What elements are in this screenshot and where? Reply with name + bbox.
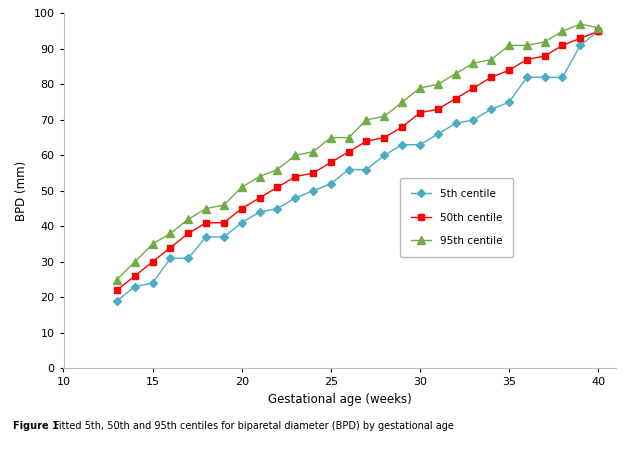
50th centile — [559, 43, 566, 48]
95th centile — [594, 25, 602, 31]
95th centile — [149, 242, 156, 247]
Legend: 5th centile, 50th centile, 95th centile: 5th centile, 50th centile, 95th centile — [400, 178, 512, 257]
95th centile — [559, 29, 566, 34]
95th centile — [488, 57, 495, 62]
5th centile — [398, 142, 406, 147]
95th centile — [398, 100, 406, 105]
50th centile — [256, 195, 264, 201]
95th centile — [345, 135, 352, 141]
95th centile — [166, 231, 174, 236]
50th centile — [594, 29, 602, 34]
5th centile — [345, 167, 352, 172]
50th centile — [149, 259, 156, 264]
Line: 95th centile: 95th centile — [113, 20, 602, 284]
50th centile — [380, 135, 388, 141]
50th centile — [541, 53, 549, 59]
50th centile — [203, 220, 210, 225]
50th centile — [488, 75, 495, 80]
50th centile — [220, 220, 228, 225]
5th centile — [577, 43, 584, 48]
95th centile — [541, 39, 549, 44]
5th centile — [594, 29, 602, 34]
95th centile — [380, 114, 388, 119]
50th centile — [345, 149, 352, 154]
50th centile — [113, 287, 121, 293]
50th centile — [327, 160, 335, 165]
5th centile — [505, 100, 513, 105]
95th centile — [203, 206, 210, 211]
5th centile — [238, 220, 246, 225]
95th centile — [577, 22, 584, 27]
50th centile — [291, 174, 299, 179]
5th centile — [488, 106, 495, 112]
50th centile — [274, 185, 281, 190]
5th centile — [131, 284, 138, 289]
5th centile — [327, 181, 335, 186]
5th centile — [203, 234, 210, 240]
95th centile — [309, 149, 317, 154]
95th centile — [451, 71, 459, 76]
95th centile — [416, 85, 424, 91]
95th centile — [113, 277, 121, 282]
5th centile — [291, 195, 299, 201]
50th centile — [434, 106, 441, 112]
95th centile — [434, 82, 441, 87]
50th centile — [398, 124, 406, 130]
X-axis label: Gestational age (weeks): Gestational age (weeks) — [268, 393, 411, 406]
5th centile — [434, 132, 441, 137]
50th centile — [469, 85, 477, 91]
50th centile — [523, 57, 531, 62]
5th centile — [451, 121, 459, 126]
50th centile — [131, 273, 138, 279]
50th centile — [451, 96, 459, 101]
5th centile — [523, 75, 531, 80]
95th centile — [256, 174, 264, 179]
Text: Fitted 5th, 50th and 95th centiles for biparetal diameter (BPD) by gestational a: Fitted 5th, 50th and 95th centiles for b… — [54, 421, 454, 431]
50th centile — [238, 206, 246, 211]
50th centile — [166, 245, 174, 250]
5th centile — [274, 206, 281, 211]
95th centile — [220, 202, 228, 208]
5th centile — [363, 167, 370, 172]
95th centile — [274, 167, 281, 172]
5th centile — [541, 75, 549, 80]
5th centile — [184, 255, 192, 261]
5th centile — [256, 209, 264, 215]
95th centile — [184, 216, 192, 222]
Text: Figure 1: Figure 1 — [13, 421, 62, 431]
50th centile — [505, 67, 513, 73]
95th centile — [523, 43, 531, 48]
95th centile — [238, 185, 246, 190]
5th centile — [113, 298, 121, 304]
95th centile — [505, 43, 513, 48]
5th centile — [220, 234, 228, 240]
95th centile — [469, 61, 477, 66]
50th centile — [416, 110, 424, 115]
95th centile — [363, 117, 370, 123]
5th centile — [309, 188, 317, 194]
5th centile — [416, 142, 424, 147]
5th centile — [149, 280, 156, 286]
50th centile — [363, 138, 370, 144]
5th centile — [166, 255, 174, 261]
Line: 50th centile: 50th centile — [114, 28, 601, 294]
5th centile — [559, 75, 566, 80]
95th centile — [291, 153, 299, 158]
95th centile — [131, 259, 138, 264]
Line: 5th centile: 5th centile — [114, 28, 601, 304]
Y-axis label: BPD (mm): BPD (mm) — [15, 161, 28, 221]
95th centile — [327, 135, 335, 141]
50th centile — [577, 35, 584, 41]
5th centile — [380, 153, 388, 158]
50th centile — [184, 231, 192, 236]
5th centile — [469, 117, 477, 123]
50th centile — [309, 171, 317, 176]
